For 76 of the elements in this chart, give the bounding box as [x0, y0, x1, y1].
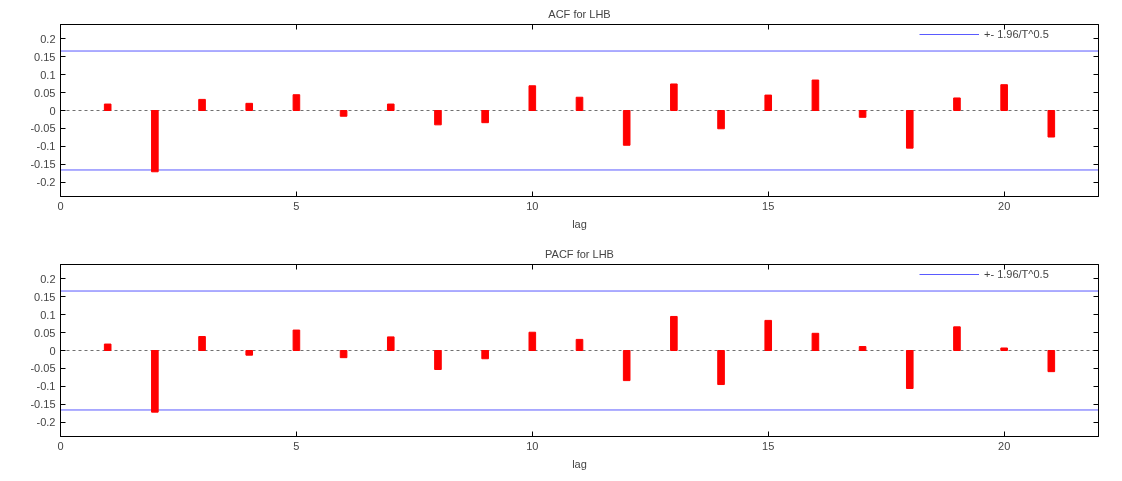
- bar: [905, 350, 914, 389]
- x-tick-label: 20: [998, 439, 1011, 452]
- bar: [481, 110, 489, 124]
- bar: [1047, 110, 1056, 138]
- bar: [528, 331, 537, 351]
- x-tick-label: 10: [526, 199, 539, 212]
- bar: [1000, 84, 1008, 111]
- bar: [953, 326, 961, 351]
- bar: [292, 329, 301, 351]
- bar: [953, 97, 961, 111]
- bar: [670, 315, 678, 351]
- chart-title: ACF for LHB: [548, 7, 611, 20]
- bar: [386, 103, 395, 111]
- x-tick-label: 10: [526, 439, 539, 452]
- y-tick-label: -0.1: [36, 140, 56, 153]
- bar: [764, 319, 773, 351]
- y-tick-label: -0.05: [30, 122, 56, 135]
- bar: [622, 110, 631, 146]
- bar: [434, 350, 442, 370]
- bar: [103, 343, 112, 351]
- bar: [717, 350, 725, 386]
- y-tick-label: 0.2: [40, 272, 56, 285]
- bar: [481, 350, 489, 360]
- bar: [245, 350, 254, 356]
- y-tick-label: 0.15: [34, 290, 56, 303]
- x-tick-label: 5: [293, 439, 300, 452]
- y-tick-label: -0.2: [36, 416, 56, 429]
- bar: [811, 332, 820, 351]
- bar: [245, 102, 254, 111]
- bar: [575, 338, 584, 351]
- ref-line-label: +- 1.96/T^0.5: [984, 268, 1050, 280]
- y-tick-label: -0.05: [30, 362, 56, 375]
- x-axis-title: lag: [572, 217, 587, 230]
- bar: [575, 96, 584, 111]
- bar: [151, 110, 159, 173]
- chart-title: PACF for LHB: [545, 247, 614, 260]
- ref-line-label: +- 1.96/T^0.5: [984, 28, 1050, 40]
- x-axis-title: lag: [572, 457, 587, 470]
- bar: [905, 110, 914, 149]
- bar: [858, 346, 867, 351]
- y-tick-label: 0.05: [34, 326, 56, 339]
- bar: [764, 94, 773, 111]
- x-tick-label: 20: [998, 199, 1011, 212]
- y-tick-label: 0: [49, 344, 56, 357]
- y-tick-label: -0.1: [36, 380, 56, 393]
- x-tick-label: 15: [762, 439, 775, 452]
- bar: [858, 110, 867, 118]
- bar: [386, 336, 395, 351]
- bar: [1047, 350, 1056, 373]
- bar: [670, 83, 678, 111]
- y-tick-label: 0.1: [40, 308, 56, 321]
- x-tick-label: 15: [762, 199, 775, 212]
- bar: [198, 98, 206, 111]
- bar: [151, 350, 159, 413]
- bar: [339, 110, 348, 117]
- x-tick-label: 0: [57, 199, 64, 212]
- bar: [103, 103, 112, 111]
- y-tick-label: 0.2: [40, 32, 56, 45]
- bar: [198, 336, 206, 351]
- x-tick-label: 0: [57, 439, 64, 452]
- y-tick-label: -0.2: [36, 176, 56, 189]
- y-tick-label: -0.15: [30, 398, 56, 411]
- bar: [622, 350, 631, 382]
- bar: [811, 79, 820, 111]
- bar: [339, 350, 348, 359]
- y-tick-label: 0: [49, 104, 56, 117]
- y-tick-label: 0.05: [34, 86, 56, 99]
- bar: [717, 110, 725, 130]
- x-tick-label: 5: [293, 199, 300, 212]
- bar: [1000, 347, 1008, 351]
- y-tick-label: -0.15: [30, 158, 56, 171]
- bar: [434, 110, 442, 126]
- bar: [292, 94, 301, 111]
- y-tick-label: 0.1: [40, 68, 56, 81]
- y-tick-label: 0.15: [34, 50, 56, 63]
- bar: [528, 85, 537, 111]
